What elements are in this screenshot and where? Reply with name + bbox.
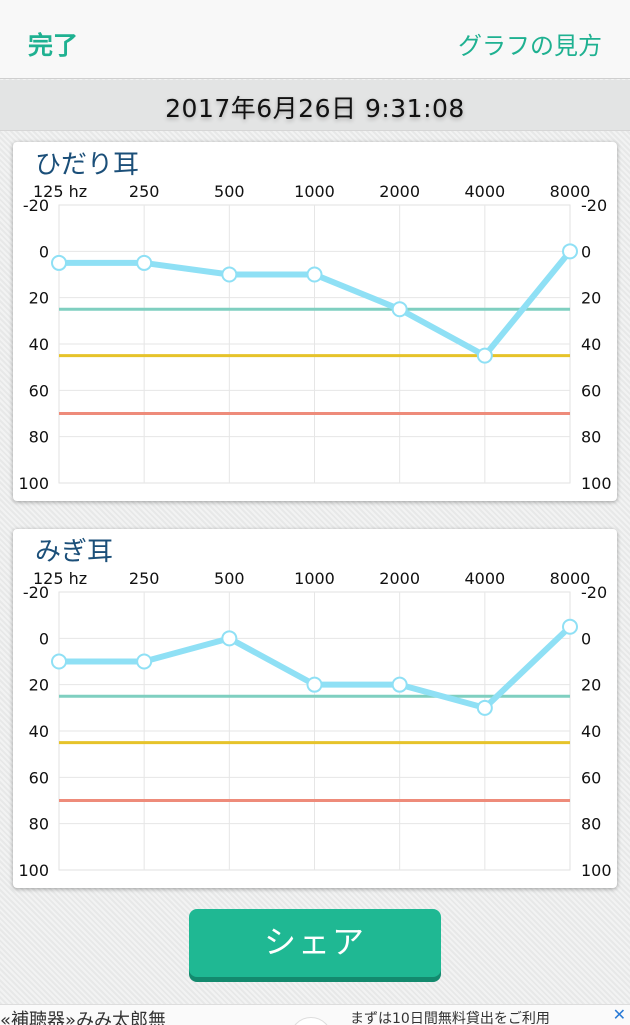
data-point: [306, 266, 323, 283]
left-ear-chart: 125 hz 250 500 1000 2000 4000 8000-20 -200 020 20…: [18, 182, 612, 493]
data-point: [562, 243, 578, 260]
x-tick-label: 500: [214, 569, 245, 588]
y-tick-label-right: 20: [581, 676, 601, 695]
y-tick-label-right: 40: [581, 722, 601, 741]
y-tick-label-right: 100: [581, 474, 612, 493]
data-point: [391, 676, 408, 693]
ad-right-text[interactable]: まずは10日間無料貸出をご利用: [350, 1011, 550, 1025]
y-tick-label-left: 40: [29, 335, 49, 354]
data-point: [476, 699, 493, 716]
left-ear-title: ひだり耳: [35, 150, 140, 180]
x-tick-label: 1000: [294, 569, 335, 588]
data-point: [136, 653, 153, 670]
y-tick-label-right: -20: [581, 196, 607, 215]
right-ear-card: みぎ耳 125 hz 250 500 1000 2000 4000 8000 -20 -20 0 0…: [13, 529, 617, 888]
y-tick-label-left: 20: [29, 676, 49, 695]
y-tick-label-left: 100: [18, 474, 49, 493]
x-tick-label: 2000: [379, 569, 420, 588]
x-tick-label: 8000: [550, 569, 591, 588]
x-tick-label: 4000: [464, 569, 505, 588]
x-tick-label: 250: [129, 569, 160, 588]
y-tick-label-right: 20: [581, 289, 601, 308]
x-tick-label: 1000: [294, 182, 335, 201]
x-tick-label: 4000: [464, 182, 505, 201]
share-button[interactable]: シェア: [189, 909, 441, 977]
x-tick-label: 250: [129, 182, 160, 201]
y-tick-label-left: 80: [29, 815, 49, 834]
data-point: [391, 301, 408, 318]
y-tick-label-right: 60: [581, 768, 601, 787]
y-tick-label-left: 80: [29, 428, 49, 447]
y-tick-label-right: 80: [581, 815, 601, 834]
y-tick-label-left: -20: [23, 196, 49, 215]
x-tick-label: 125 hz: [33, 569, 87, 588]
data-point: [221, 630, 238, 647]
y-tick-label-left: 0: [39, 242, 49, 261]
data-point: [51, 653, 67, 670]
y-tick-label-left: 100: [18, 861, 49, 880]
date-bar: 2017年6月26日 9:31:08: [0, 80, 630, 130]
x-tick-label: 8000: [550, 182, 591, 201]
y-tick-label-right: 80: [581, 428, 601, 447]
y-tick-label-left: -20: [23, 583, 49, 602]
x-tick-label: 500: [214, 182, 245, 201]
right-ear-chart: 125 hz 250 500 1000 2000 4000 8000-20 -200 020 20…: [18, 569, 612, 880]
ad-banner[interactable]: «補聴器»みみ太郎無 まずは10日間無料貸出をご利用 ✕: [0, 1004, 630, 1025]
right-ear-title: みぎ耳: [35, 537, 114, 567]
y-tick-label-left: 0: [39, 629, 49, 648]
data-point: [306, 676, 323, 693]
y-tick-label-right: 100: [581, 861, 612, 880]
data-point: [136, 254, 153, 271]
left-ear-card: ひだり耳 125 hz 250 500 1000 2000 4000 8000 -20 -20 0…: [13, 142, 617, 501]
graph-guide-button[interactable]: グラフの見方: [458, 32, 602, 60]
y-tick-label-right: 0: [581, 629, 591, 648]
test-datetime: 2017年6月26日 9:31:08: [165, 94, 465, 123]
y-tick-label-left: 60: [29, 768, 49, 787]
y-tick-label-left: 40: [29, 722, 49, 741]
y-tick-label-left: 20: [29, 289, 49, 308]
done-button[interactable]: 完了: [28, 31, 79, 60]
data-point: [51, 254, 67, 271]
y-tick-label-right: 0: [581, 242, 591, 261]
ad-close-icon[interactable]: ✕: [612, 1005, 626, 1024]
y-tick-label-right: 40: [581, 335, 601, 354]
navigation-bar: 完了 グラフの見方: [0, 0, 630, 79]
y-tick-label-left: 60: [29, 381, 49, 400]
data-point: [476, 347, 493, 364]
data-point: [562, 618, 578, 635]
data-point: [221, 266, 238, 283]
y-tick-label-right: -20: [581, 583, 607, 602]
y-tick-label-right: 60: [581, 381, 601, 400]
ad-left-text[interactable]: «補聴器»みみ太郎無: [0, 1010, 167, 1025]
x-tick-label: 125 hz: [33, 182, 87, 201]
x-tick-label: 2000: [379, 182, 420, 201]
